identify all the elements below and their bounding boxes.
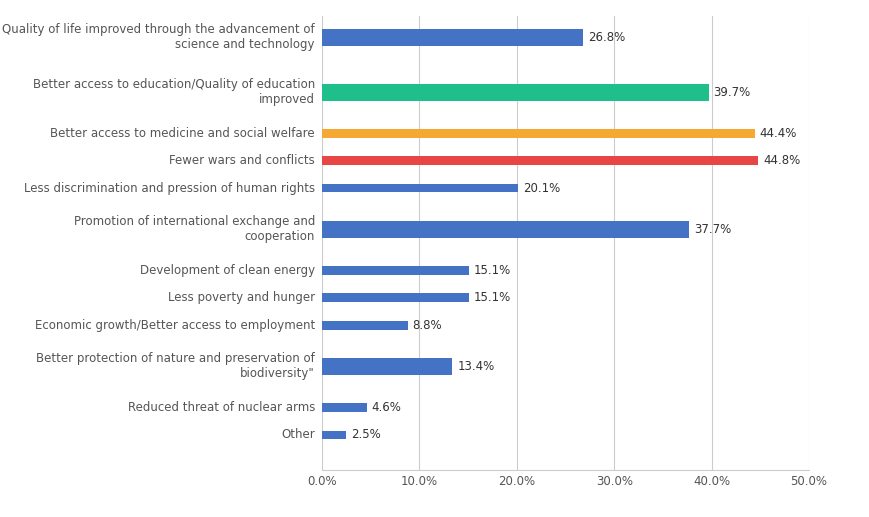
Bar — [322, 157, 758, 165]
Bar — [322, 184, 517, 192]
Bar — [322, 266, 468, 275]
Text: 15.1%: 15.1% — [474, 291, 511, 305]
Bar — [322, 403, 367, 412]
Bar — [322, 294, 468, 302]
Bar — [322, 221, 688, 238]
Text: 44.4%: 44.4% — [759, 127, 796, 140]
Text: 2.5%: 2.5% — [351, 429, 381, 442]
Bar — [322, 431, 346, 439]
Bar — [322, 321, 408, 329]
Text: 20.1%: 20.1% — [522, 181, 560, 195]
Bar — [322, 29, 582, 46]
Bar — [322, 84, 708, 101]
Text: 15.1%: 15.1% — [474, 264, 511, 277]
Text: 44.8%: 44.8% — [762, 154, 799, 168]
Bar — [322, 358, 452, 375]
Bar — [322, 129, 753, 138]
Text: 26.8%: 26.8% — [587, 31, 625, 44]
Text: 4.6%: 4.6% — [371, 401, 401, 414]
Text: 8.8%: 8.8% — [412, 318, 441, 332]
Text: 39.7%: 39.7% — [713, 86, 750, 99]
Text: 13.4%: 13.4% — [457, 360, 494, 373]
Text: 37.7%: 37.7% — [693, 223, 731, 236]
